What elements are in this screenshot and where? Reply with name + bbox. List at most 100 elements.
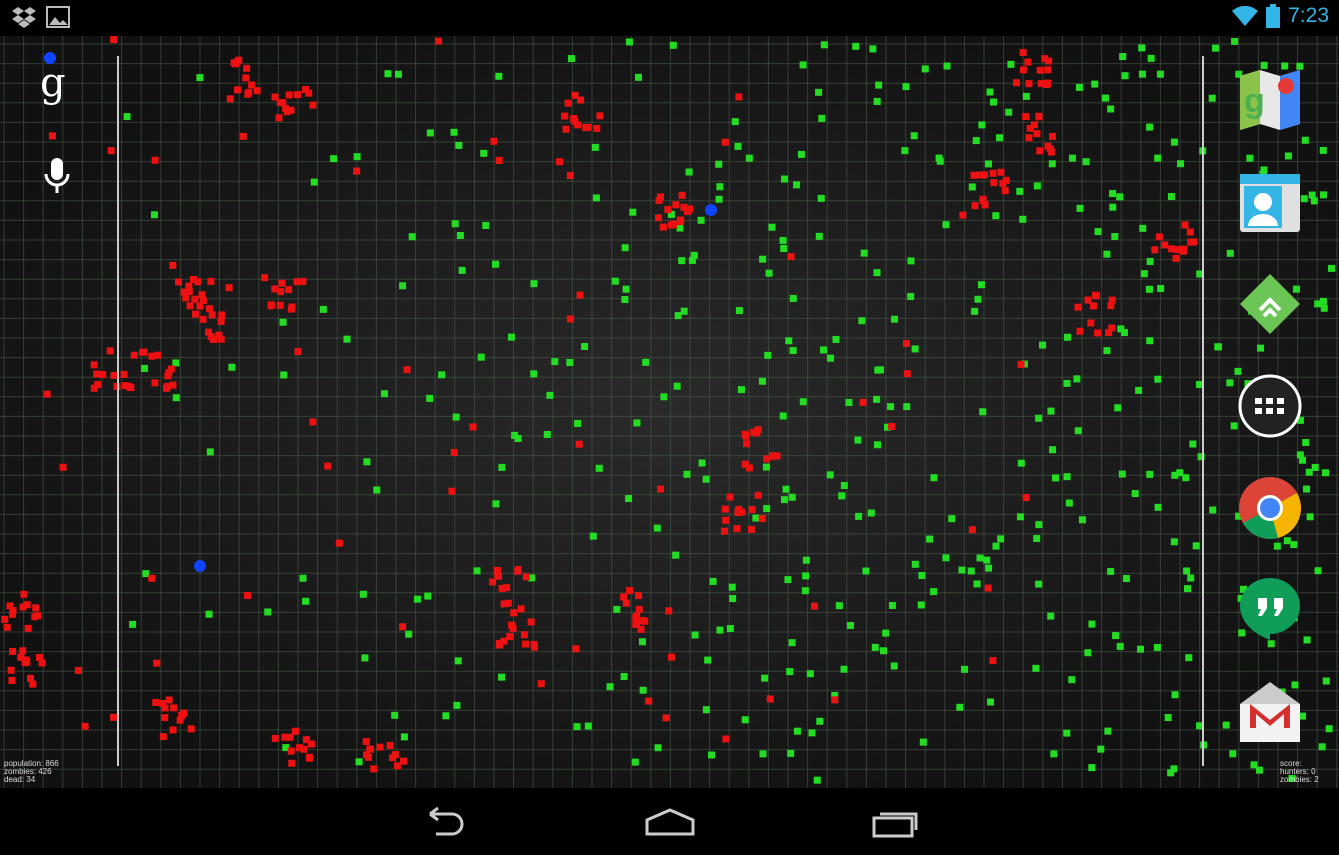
- human: [591, 143, 599, 151]
- chrome-icon[interactable]: [1238, 476, 1302, 540]
- human: [1171, 471, 1179, 479]
- human: [1146, 258, 1154, 266]
- zombie: [577, 96, 585, 104]
- human: [1281, 62, 1289, 70]
- zombie: [294, 348, 302, 356]
- zombie: [21, 659, 29, 667]
- home-icon[interactable]: [644, 806, 696, 840]
- human: [1214, 343, 1222, 351]
- human: [688, 256, 696, 264]
- human: [660, 393, 668, 401]
- zombie: [99, 371, 107, 379]
- back-icon[interactable]: [418, 806, 468, 840]
- zombie: [979, 196, 987, 204]
- hangouts-icon[interactable]: [1238, 576, 1302, 640]
- recents-icon[interactable]: [870, 806, 922, 840]
- human: [1314, 567, 1322, 575]
- human: [1226, 379, 1234, 387]
- zombie: [169, 261, 177, 269]
- zombie: [217, 335, 225, 343]
- zombie: [1025, 134, 1033, 142]
- human: [442, 712, 450, 720]
- human: [1189, 440, 1197, 448]
- human: [1078, 516, 1086, 524]
- human: [867, 509, 875, 517]
- human: [1301, 136, 1309, 144]
- zombie: [215, 331, 223, 339]
- zombie: [271, 285, 279, 293]
- zombie: [285, 286, 293, 294]
- zombie: [561, 112, 569, 120]
- human: [874, 441, 882, 449]
- human: [917, 601, 925, 609]
- human: [716, 183, 724, 191]
- human: [973, 580, 981, 588]
- human: [1222, 721, 1230, 729]
- zombie: [309, 418, 317, 426]
- gmail-icon[interactable]: [1238, 680, 1302, 744]
- human: [391, 711, 399, 719]
- human: [1111, 232, 1119, 240]
- zombie: [1030, 121, 1038, 129]
- human: [1319, 191, 1327, 199]
- human: [280, 371, 288, 379]
- stats-left: population: 866 zombies: 426 dead: 34: [4, 760, 59, 784]
- zombie: [225, 284, 233, 292]
- human: [1177, 160, 1185, 168]
- zombie: [110, 713, 118, 721]
- human: [788, 493, 796, 501]
- human: [456, 232, 464, 240]
- human: [764, 351, 772, 359]
- microphone-icon[interactable]: [44, 158, 70, 194]
- human: [141, 364, 149, 372]
- zombie: [1172, 254, 1180, 262]
- zombie: [283, 108, 291, 116]
- zombie: [242, 74, 250, 82]
- zombie: [120, 371, 128, 379]
- zombie: [399, 623, 407, 631]
- feedly-icon[interactable]: [1238, 272, 1302, 336]
- zombie: [36, 653, 44, 661]
- human: [873, 395, 881, 403]
- human: [566, 359, 574, 367]
- zombie: [285, 91, 293, 99]
- zombie: [753, 429, 761, 437]
- zombie: [234, 86, 242, 94]
- human: [901, 147, 909, 155]
- zombie: [766, 695, 774, 703]
- zombie: [522, 640, 530, 648]
- zombie: [564, 99, 572, 107]
- zombie: [1022, 494, 1030, 502]
- zombie: [811, 602, 819, 610]
- contacts-icon[interactable]: [1238, 170, 1302, 234]
- human: [827, 354, 835, 362]
- human: [1235, 512, 1243, 520]
- human: [765, 269, 773, 277]
- live-wallpaper[interactable]: population: 866 zombies: 426 dead: 34 sc…: [0, 36, 1339, 788]
- human: [702, 706, 710, 714]
- zombie: [185, 288, 193, 296]
- human: [787, 749, 795, 757]
- zombie: [635, 605, 643, 613]
- zombie: [243, 591, 251, 599]
- human: [1167, 193, 1175, 201]
- zombie: [121, 382, 129, 390]
- zombie: [248, 81, 256, 89]
- human: [779, 412, 787, 420]
- human: [691, 631, 699, 639]
- zombie: [1108, 324, 1116, 332]
- human: [172, 394, 180, 402]
- zombie: [672, 201, 680, 209]
- human: [813, 776, 821, 784]
- app-drawer-icon[interactable]: [1238, 374, 1302, 438]
- human: [1325, 725, 1333, 733]
- zombie: [8, 677, 16, 685]
- human: [816, 717, 824, 725]
- google-search-button[interactable]: g: [40, 60, 66, 106]
- zombie: [399, 757, 407, 765]
- zombie: [527, 618, 535, 626]
- human: [673, 382, 681, 390]
- zombie: [293, 278, 301, 286]
- zombie: [6, 602, 14, 610]
- maps-icon[interactable]: g: [1238, 68, 1302, 132]
